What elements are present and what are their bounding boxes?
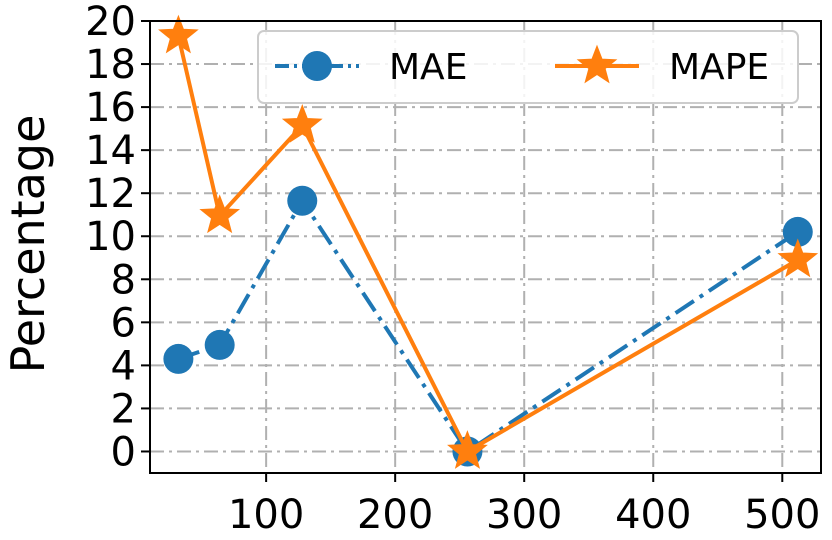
y-tick-label: 4 bbox=[111, 343, 136, 389]
data-point-mape bbox=[447, 430, 488, 469]
data-point-mape bbox=[281, 103, 323, 143]
plot-series bbox=[158, 14, 819, 469]
y-tick-label: 2 bbox=[111, 386, 136, 432]
x-tick-label: 500 bbox=[744, 492, 820, 538]
data-point-mae bbox=[163, 343, 194, 374]
data-point-mae bbox=[287, 185, 318, 216]
legend-label-mae: MAE bbox=[389, 47, 467, 88]
y-tick-label: 0 bbox=[111, 429, 136, 475]
data-point-mae bbox=[782, 216, 813, 247]
data-point-mape bbox=[158, 14, 199, 54]
legend-label-mape: MAPE bbox=[669, 47, 769, 88]
y-tick-label: 8 bbox=[111, 257, 136, 303]
x-tick-label: 400 bbox=[615, 492, 691, 538]
x-tick-label: 100 bbox=[228, 492, 304, 538]
legend-entries: MAE MAPE bbox=[275, 44, 769, 88]
legend-marker-mae bbox=[302, 51, 332, 81]
legend-marker-mape bbox=[576, 44, 618, 84]
data-point-mape bbox=[777, 238, 819, 278]
data-point-mae bbox=[204, 329, 235, 360]
plot-frame bbox=[149, 20, 822, 474]
x-tick-label: 300 bbox=[486, 492, 562, 538]
y-axis-label: Percentage bbox=[1, 115, 55, 374]
series-mape bbox=[158, 14, 819, 469]
legend: MAE MAPE bbox=[257, 30, 799, 104]
y-tick-label: 10 bbox=[85, 214, 136, 260]
y-tick-label: 14 bbox=[85, 128, 136, 174]
legend-box bbox=[257, 30, 799, 104]
x-tick-label: 200 bbox=[357, 492, 433, 538]
y-tick-label: 16 bbox=[85, 85, 136, 131]
y-tick-label: 18 bbox=[85, 42, 136, 88]
data-point-mape bbox=[199, 194, 241, 234]
y-tick-label: 6 bbox=[111, 300, 136, 346]
y-tick-label: 20 bbox=[85, 0, 136, 45]
y-tick-label: 12 bbox=[85, 171, 136, 217]
x-axis-ticks: 100 200 300 400 500 bbox=[228, 473, 820, 538]
